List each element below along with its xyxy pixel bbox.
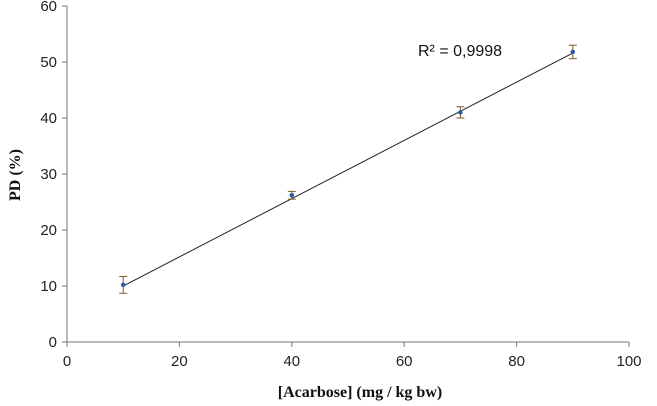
x-tick-label: 0	[63, 353, 71, 370]
data-point	[289, 192, 295, 198]
data-point	[570, 49, 576, 55]
y-tick-label: 40	[40, 110, 57, 127]
r-squared-annotation: R² = 0,9998	[418, 43, 502, 60]
y-tick-label: 50	[40, 54, 57, 71]
data-points	[120, 49, 576, 288]
data-point	[458, 110, 463, 115]
y-axis-title: PD (%)	[7, 149, 24, 201]
x-tick-label: 100	[616, 353, 641, 370]
y-tick-label: 0	[49, 334, 57, 351]
x-axis-ticks: 0 20 40 60 80 100	[63, 342, 642, 370]
y-tick-label: 10	[40, 278, 57, 295]
x-tick-label: 80	[508, 353, 525, 370]
y-tick-label: 30	[40, 166, 57, 183]
y-tick-label: 60	[40, 0, 57, 15]
x-axis-title: [Acarbose] (mg / kg bw)	[278, 384, 442, 401]
trendline	[122, 52, 574, 287]
plot-area: 0 20 40 60 80 100 0 10 20 30 40 50 60	[40, 0, 641, 370]
x-tick-label: 40	[283, 353, 300, 370]
x-tick-label: 20	[171, 353, 188, 370]
data-point	[120, 282, 126, 288]
x-tick-label: 60	[396, 353, 413, 370]
y-tick-label: 20	[40, 222, 57, 239]
y-axis-ticks: 0 10 20 30 40 50 60	[40, 0, 67, 351]
